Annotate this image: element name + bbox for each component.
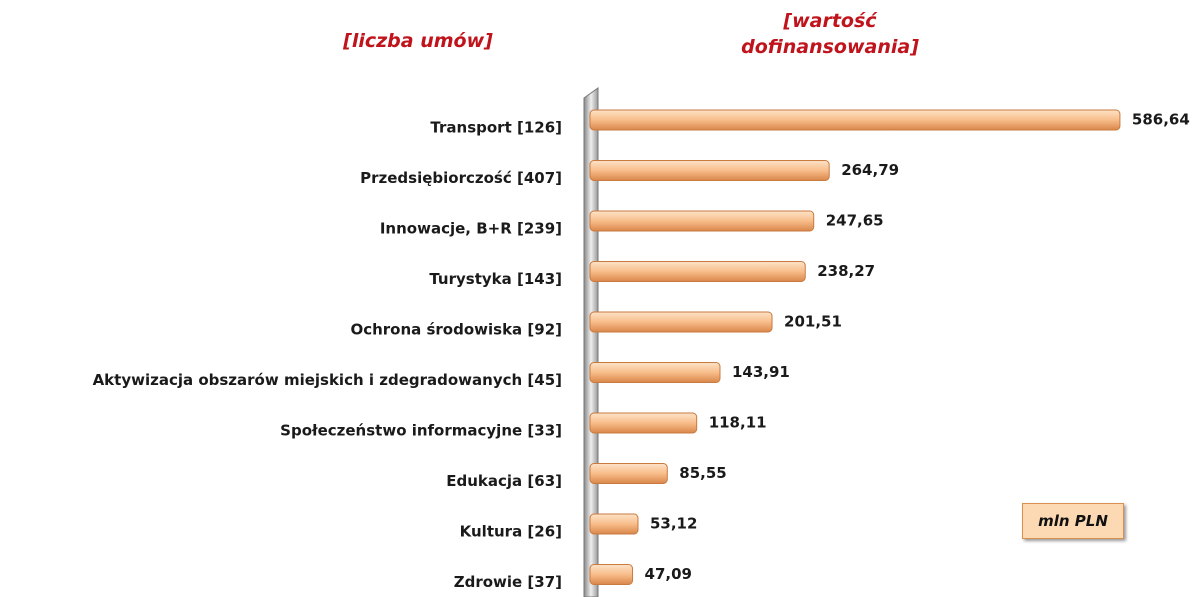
right-title: [wartość dofinansowania]	[741, 10, 919, 58]
value-label: 247,65	[826, 212, 884, 230]
bar	[589, 160, 830, 181]
value-label: 586,64	[1132, 111, 1190, 129]
bar	[589, 311, 773, 333]
value-label: 118,11	[709, 414, 767, 432]
category-label: Turystyka [143]	[429, 270, 562, 288]
category-label: Edukacja [63]	[446, 472, 562, 490]
bar	[589, 412, 698, 434]
category-label: Transport [126]	[430, 119, 562, 137]
left-title: [liczba umów]	[343, 30, 493, 52]
value-label: 85,55	[679, 464, 726, 482]
category-label: Zdrowie [37]	[454, 573, 562, 591]
value-label: 143,91	[732, 363, 790, 381]
bar	[589, 109, 1121, 131]
bar	[589, 362, 721, 383]
bar	[589, 564, 634, 585]
category-label: Innowacje, B+R [239]	[380, 220, 562, 238]
value-label: 201,51	[784, 313, 842, 331]
bar	[589, 463, 668, 484]
value-label: 264,79	[841, 161, 899, 179]
category-label: Aktywizacja obszarów miejskich i zdegrad…	[93, 371, 562, 389]
value-label: 47,09	[645, 565, 692, 583]
value-label: 53,12	[650, 515, 697, 533]
category-label: Przedsiębiorczość [407]	[360, 169, 562, 187]
annotation: mln PLN	[1022, 503, 1124, 539]
category-label: Ochrona środowiska [92]	[350, 321, 562, 339]
category-label: Kultura [26]	[460, 523, 562, 541]
bar	[589, 513, 639, 535]
value-label: 238,27	[817, 262, 875, 280]
bar	[589, 210, 815, 232]
category-label: Społeczeństwo informacyjne [33]	[280, 422, 562, 440]
bar	[589, 261, 806, 282]
